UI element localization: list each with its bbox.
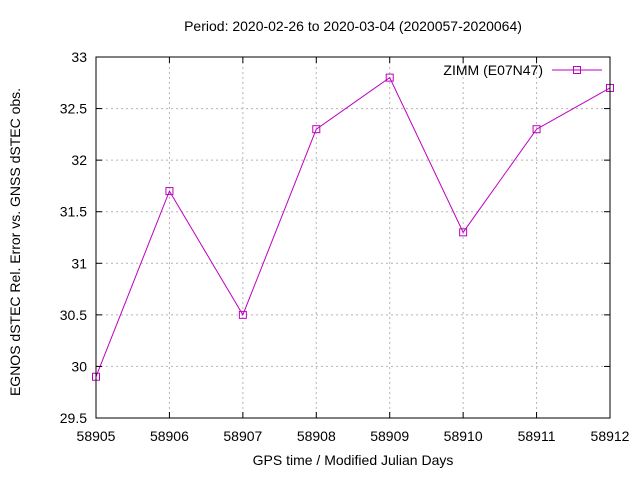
x-tick-label: 58908: [297, 428, 336, 444]
x-tick-label: 58912: [591, 428, 630, 444]
y-tick-label: 30.5: [60, 307, 87, 323]
y-axis-label: EGNOS dSTEC Rel. Error vs. GNSS dSTEC ob…: [7, 88, 23, 396]
data-point-marker: [312, 125, 321, 134]
legend-sample-marker: [573, 66, 581, 74]
data-series: [92, 73, 614, 381]
x-axis-label: GPS time / Modified Julian Days: [253, 452, 454, 468]
y-tick-label: 29.5: [60, 410, 87, 426]
x-tick-label: 58905: [77, 428, 116, 444]
plot-border: [95, 56, 611, 419]
y-tick-label: 33: [71, 49, 87, 65]
y-tick-label: 32.5: [60, 101, 87, 117]
axes: 58905 58906 58907 58908 58909 58910 58911 58912…: [60, 49, 630, 444]
y-tick-label: 31.5: [60, 204, 87, 220]
chart-title: Period: 2020-02-26 to 2020-03-04 (202005…: [184, 18, 522, 34]
data-point-marker: [532, 125, 541, 134]
data-point-marker: [238, 310, 247, 319]
legend-entry-label: ZIMM (E07N47): [443, 62, 543, 78]
x-tick-label: 58910: [444, 428, 483, 444]
x-tick-label: 58906: [150, 428, 189, 444]
x-tick-label: 58907: [223, 428, 262, 444]
x-tick-label: 58911: [518, 428, 556, 444]
data-point-marker: [459, 228, 468, 237]
data-point-marker: [385, 73, 394, 82]
y-tick-label: 31: [71, 255, 87, 271]
legend: ZIMM (E07N47): [443, 62, 602, 78]
legend-line-sample: [552, 66, 602, 74]
series-line: [95, 76, 611, 377]
grid: [95, 56, 611, 419]
data-point-marker: [165, 187, 174, 196]
y-tick-label: 32: [71, 152, 87, 168]
y-tick-label: 30: [71, 358, 87, 374]
x-tick-label: 58909: [370, 428, 409, 444]
